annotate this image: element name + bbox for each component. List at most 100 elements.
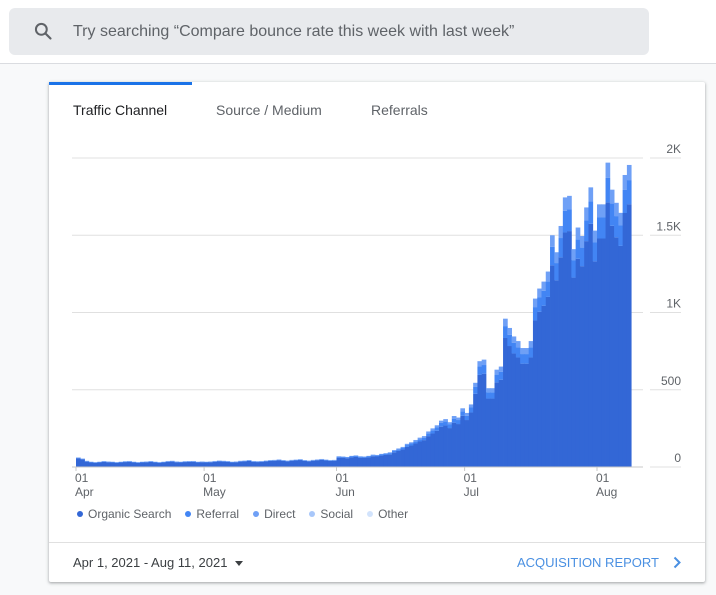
bar-segment-direct bbox=[357, 456, 363, 457]
bar-segment-direct bbox=[374, 454, 380, 456]
tab-source-medium[interactable]: Source / Medium bbox=[216, 102, 322, 118]
bar-segment-referral bbox=[545, 281, 551, 297]
bar-segment-organic-search bbox=[345, 458, 350, 467]
bar-segment-referral bbox=[366, 456, 372, 458]
bar-segment-organic-search bbox=[169, 461, 175, 467]
bar-segment-referral bbox=[626, 180, 632, 205]
bar-segment-organic-search bbox=[234, 462, 239, 467]
bar-segment-referral bbox=[614, 216, 619, 238]
bar-segment-direct bbox=[456, 417, 461, 421]
bar-segment-referral bbox=[434, 427, 440, 431]
bar-segment-direct bbox=[550, 235, 555, 247]
bar-segment-organic-search bbox=[507, 346, 512, 467]
bar-segment-organic-search bbox=[174, 462, 179, 467]
bar-segment-referral bbox=[571, 260, 577, 278]
legend-item-social: Social bbox=[309, 507, 353, 521]
date-range-dropdown[interactable]: Apr 1, 2021 - Aug 11, 2021 bbox=[73, 555, 244, 570]
bar-segment-referral bbox=[460, 411, 466, 416]
legend-label: Other bbox=[378, 507, 409, 521]
bar-segment-organic-search bbox=[315, 460, 320, 467]
bar-segment-referral bbox=[387, 453, 393, 455]
bar-segment-direct bbox=[417, 437, 423, 440]
chart-legend: Organic Search Referral Direct Social Ot… bbox=[77, 507, 408, 521]
bar-segment-direct bbox=[349, 455, 354, 457]
bar-segment-direct bbox=[532, 298, 538, 308]
bar-segment-direct bbox=[537, 288, 542, 298]
tab-traffic-channel[interactable]: Traffic Channel bbox=[73, 102, 168, 118]
bar-segment-referral bbox=[447, 424, 453, 429]
bar-segment-referral bbox=[396, 449, 401, 451]
bar-segment-organic-search bbox=[353, 456, 359, 467]
bar-segment-referral bbox=[507, 334, 512, 347]
bar-segment-direct bbox=[404, 443, 410, 446]
bar-segment-referral bbox=[357, 456, 363, 458]
bar-segment-organic-search bbox=[503, 337, 508, 467]
bar-segment-organic-search bbox=[396, 450, 401, 467]
bar-segment-organic-search bbox=[554, 280, 559, 467]
bar-segment-organic-search bbox=[413, 443, 419, 467]
bar-segment-referral bbox=[605, 177, 611, 203]
bar-segment-referral bbox=[443, 421, 448, 426]
bar-segment-direct bbox=[400, 446, 406, 448]
bar-segment-referral bbox=[413, 441, 419, 444]
bar-segment-organic-search bbox=[157, 462, 162, 467]
bar-segment-direct bbox=[464, 412, 470, 416]
bar-segment-referral bbox=[349, 456, 354, 458]
bar-segment-direct bbox=[460, 408, 466, 412]
x-tick-day: 01 bbox=[336, 471, 350, 485]
bar-segment-direct bbox=[498, 366, 504, 372]
bar-segment-organic-search bbox=[216, 461, 222, 467]
x-tick-month: Jul bbox=[464, 485, 479, 499]
legend-item-direct: Direct bbox=[253, 507, 295, 521]
bar-segment-organic-search bbox=[212, 461, 218, 467]
bar-segment-direct bbox=[383, 453, 389, 454]
bar-segment-referral bbox=[524, 354, 530, 364]
x-tick-month: May bbox=[203, 485, 226, 499]
bar-segment-organic-search bbox=[528, 357, 534, 467]
bar-segment-organic-search bbox=[144, 462, 149, 467]
acquisition-report-link[interactable]: ACQUISITION REPORT bbox=[517, 555, 681, 570]
legend-item-referral: Referral bbox=[185, 507, 239, 521]
x-tick-day: 01 bbox=[464, 471, 478, 485]
y-tick-label: 2K bbox=[666, 142, 681, 156]
legend-label: Organic Search bbox=[88, 507, 172, 521]
y-tick-label: 1K bbox=[666, 297, 681, 311]
bar-segment-organic-search bbox=[550, 265, 555, 467]
bar-segment-organic-search bbox=[477, 374, 483, 467]
search-input[interactable] bbox=[71, 20, 635, 44]
bar-segment-organic-search bbox=[597, 238, 602, 467]
bar-segment-organic-search bbox=[285, 461, 290, 467]
bar-segment-organic-search bbox=[127, 461, 132, 467]
bar-segment-organic-search bbox=[511, 353, 517, 467]
date-range-label: Apr 1, 2021 - Aug 11, 2021 bbox=[73, 555, 228, 570]
bar-segment-organic-search bbox=[379, 455, 384, 467]
bar-segment-organic-search bbox=[447, 428, 453, 467]
legend-dot bbox=[309, 510, 316, 517]
bar-segment-organic-search bbox=[383, 454, 389, 467]
bar-segment-organic-search bbox=[584, 241, 589, 467]
bar-segment-organic-search bbox=[336, 457, 342, 467]
bar-segment-direct bbox=[554, 252, 559, 264]
tab-referrals[interactable]: Referrals bbox=[371, 102, 428, 118]
legend-dot bbox=[253, 510, 260, 517]
bar-segment-organic-search bbox=[131, 462, 137, 467]
bar-segment-referral bbox=[404, 445, 410, 447]
bar-segment-organic-search bbox=[464, 420, 470, 467]
bar-segment-organic-search bbox=[579, 266, 585, 467]
legend-dot bbox=[367, 510, 374, 517]
bar-segment-organic-search bbox=[293, 460, 299, 467]
x-tick-month: Jun bbox=[336, 485, 355, 499]
bar-segment-organic-search bbox=[105, 462, 111, 467]
search-bar[interactable] bbox=[9, 8, 649, 55]
bar-segment-organic-search bbox=[622, 213, 628, 467]
bar-segment-organic-search bbox=[409, 445, 414, 467]
bar-segment-organic-search bbox=[152, 462, 158, 467]
bar-segment-referral bbox=[370, 455, 376, 457]
bar-segment-direct bbox=[413, 439, 419, 442]
bar-segment-direct bbox=[626, 164, 632, 181]
bar-segment-organic-search bbox=[319, 459, 325, 467]
bar-segment-organic-search bbox=[161, 462, 167, 467]
bar-segment-direct bbox=[511, 336, 517, 343]
bar-segment-organic-search bbox=[148, 461, 154, 467]
bar-segment-organic-search bbox=[110, 462, 115, 467]
